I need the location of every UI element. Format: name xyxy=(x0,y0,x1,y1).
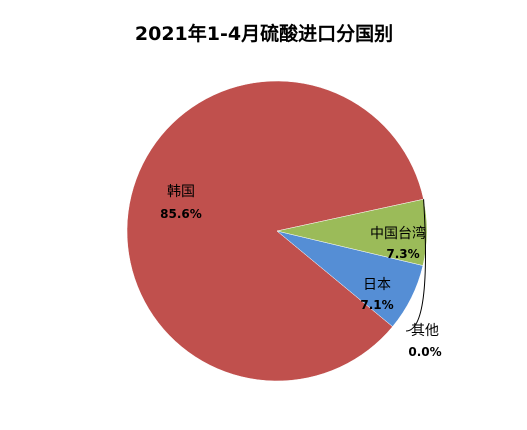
slice-label-other: 其他 xyxy=(411,323,439,339)
slice-value-japan: 7.1% xyxy=(360,298,393,312)
pie-slice-korea xyxy=(126,80,424,382)
pie-slices xyxy=(126,80,428,382)
slice-value-taiwan: 7.3% xyxy=(386,247,419,261)
slice-label-korea: 韩国 xyxy=(167,184,195,200)
slice-value-korea: 85.6% xyxy=(160,207,202,221)
leader-line-other xyxy=(405,199,426,332)
slice-label-japan: 日本 xyxy=(363,277,391,293)
chart-title: 2021年1-4月硫酸进口分国别 xyxy=(135,22,393,45)
pie-labels: 韩国 85.6% 中国台湾 7.3% 日本 7.1% 其他 0.0% xyxy=(160,184,441,359)
slice-value-other: 0.0% xyxy=(408,345,441,359)
slice-label-taiwan: 中国台湾 xyxy=(370,225,426,242)
